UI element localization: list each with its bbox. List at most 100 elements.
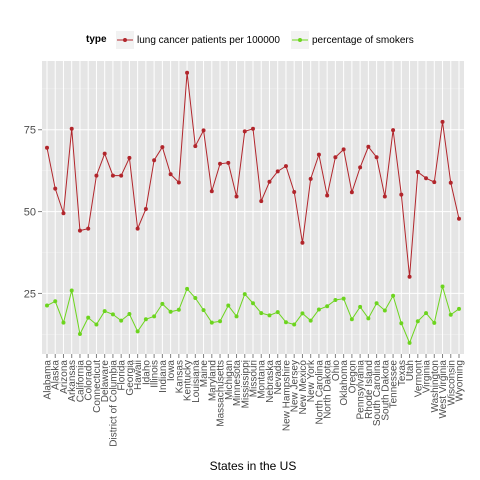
x-tick-label: New Jersey bbox=[290, 360, 301, 412]
data-point-s0-43 bbox=[399, 192, 404, 197]
data-point-s0-25 bbox=[251, 126, 255, 131]
y-tick-label: 50 bbox=[24, 207, 36, 219]
data-point-s0-26 bbox=[259, 199, 264, 204]
data-point-s1-5 bbox=[86, 315, 91, 320]
data-point-s0-39 bbox=[366, 144, 371, 149]
data-point-s0-21 bbox=[218, 161, 223, 166]
data-point-s1-19 bbox=[201, 308, 206, 313]
data-point-s0-11 bbox=[135, 226, 140, 231]
data-point-s1-38 bbox=[358, 304, 363, 309]
x-tick-label: Vermont bbox=[413, 360, 424, 397]
x-tick-label: Virginia bbox=[422, 360, 433, 394]
data-point-s0-23 bbox=[234, 194, 239, 199]
legend-title: type bbox=[86, 34, 107, 45]
data-point-s1-50 bbox=[457, 306, 461, 311]
data-point-s1-3 bbox=[69, 288, 74, 293]
x-tick-label: Wisconsin bbox=[446, 360, 457, 406]
data-point-s0-37 bbox=[349, 190, 354, 195]
data-point-s1-15 bbox=[168, 309, 173, 314]
data-point-s1-25 bbox=[251, 301, 255, 306]
x-tick-label: Minnesota bbox=[232, 360, 243, 407]
data-point-s0-45 bbox=[415, 169, 420, 174]
x-tick-label: Alaska bbox=[51, 360, 62, 390]
data-point-s1-39 bbox=[366, 316, 371, 321]
data-point-s1-8 bbox=[110, 312, 115, 317]
data-point-s0-19 bbox=[201, 128, 206, 133]
data-point-s0-34 bbox=[325, 193, 330, 198]
data-point-s0-46 bbox=[424, 176, 429, 181]
x-tick-label: Arkansas bbox=[67, 360, 78, 402]
data-point-s0-18 bbox=[193, 144, 198, 149]
data-point-s0-12 bbox=[143, 206, 148, 211]
data-point-s0-15 bbox=[168, 172, 173, 177]
data-point-s1-26 bbox=[259, 311, 264, 316]
data-point-s1-35 bbox=[333, 297, 338, 302]
x-tick-label: Tennessee bbox=[389, 360, 400, 409]
data-point-s0-0 bbox=[45, 145, 49, 150]
data-point-s1-10 bbox=[127, 312, 132, 317]
data-point-s0-35 bbox=[333, 155, 338, 160]
data-point-s1-32 bbox=[308, 318, 313, 323]
data-point-s1-20 bbox=[209, 320, 214, 325]
x-tick-label: New Mexico bbox=[298, 360, 309, 415]
x-tick-label: District of Columbia bbox=[108, 360, 119, 447]
x-tick-label: Utah bbox=[405, 360, 416, 381]
data-point-s1-11 bbox=[135, 329, 140, 334]
data-point-s1-12 bbox=[143, 317, 148, 322]
data-point-s0-10 bbox=[127, 155, 132, 160]
data-point-s1-2 bbox=[61, 320, 66, 325]
data-point-s1-42 bbox=[391, 293, 396, 298]
data-point-s0-33 bbox=[316, 152, 321, 157]
x-tick-label: Pennsylvania bbox=[356, 360, 367, 420]
data-point-s0-17 bbox=[185, 70, 190, 75]
data-point-s0-13 bbox=[152, 158, 157, 163]
x-tick-label: Oregon bbox=[347, 360, 358, 393]
data-point-s0-32 bbox=[308, 176, 313, 181]
x-tick-label: Washington bbox=[430, 360, 441, 412]
data-point-s0-4 bbox=[77, 228, 82, 233]
x-tick-label: Wyoming bbox=[455, 360, 466, 402]
y-axis: 25 50 75 bbox=[24, 125, 42, 300]
series-layer bbox=[45, 70, 461, 345]
data-point-s0-16 bbox=[176, 180, 181, 185]
x-tick-label: Mississippi bbox=[240, 360, 251, 408]
data-point-s0-24 bbox=[242, 129, 247, 134]
x-tick-label: North Carolina bbox=[314, 360, 325, 425]
data-point-s1-43 bbox=[399, 321, 404, 326]
x-tick-label: Illinois bbox=[150, 360, 161, 388]
data-point-s1-49 bbox=[448, 312, 453, 317]
x-tick-label: Hawaii bbox=[133, 360, 144, 390]
data-point-s1-28 bbox=[275, 310, 280, 315]
x-tick-label: Michigan bbox=[224, 360, 235, 400]
x-tick-label: Maine bbox=[199, 360, 210, 388]
x-tick-label: South Dakota bbox=[380, 360, 391, 421]
x-tick-label: Indiana bbox=[158, 360, 169, 393]
x-tick-label: New Hampshire bbox=[281, 360, 292, 432]
legend-label-smokers: percentage of smokers bbox=[312, 35, 414, 46]
x-tick-label: Georgia bbox=[125, 360, 136, 396]
data-point-s1-16 bbox=[176, 307, 181, 312]
x-axis-title: States in the US bbox=[210, 459, 297, 473]
x-tick-label: Delaware bbox=[100, 360, 111, 403]
x-tick-label: Arizona bbox=[59, 360, 70, 394]
legend-key-lung-cancer bbox=[116, 31, 134, 49]
data-point-s1-47 bbox=[432, 320, 437, 325]
data-point-s1-46 bbox=[424, 311, 429, 316]
data-point-s0-40 bbox=[374, 155, 379, 160]
data-point-s0-9 bbox=[119, 173, 124, 178]
x-tick-label: Colorado bbox=[84, 360, 95, 401]
x-tick-label: Louisiana bbox=[191, 360, 202, 403]
data-point-s0-38 bbox=[358, 165, 363, 170]
data-point-s0-36 bbox=[341, 147, 346, 152]
data-point-s0-2 bbox=[61, 211, 66, 216]
data-point-s0-5 bbox=[86, 226, 91, 231]
data-point-s1-48 bbox=[440, 284, 445, 289]
x-tick-label: California bbox=[75, 360, 86, 403]
data-point-s0-20 bbox=[209, 189, 214, 194]
data-point-s1-33 bbox=[316, 307, 321, 312]
data-point-s0-30 bbox=[292, 189, 297, 194]
data-point-s0-42 bbox=[391, 128, 396, 133]
x-tick-label: Nebraska bbox=[265, 360, 276, 403]
x-tick-label: North Dakota bbox=[323, 360, 334, 419]
x-tick-label: Ohio bbox=[331, 360, 342, 382]
